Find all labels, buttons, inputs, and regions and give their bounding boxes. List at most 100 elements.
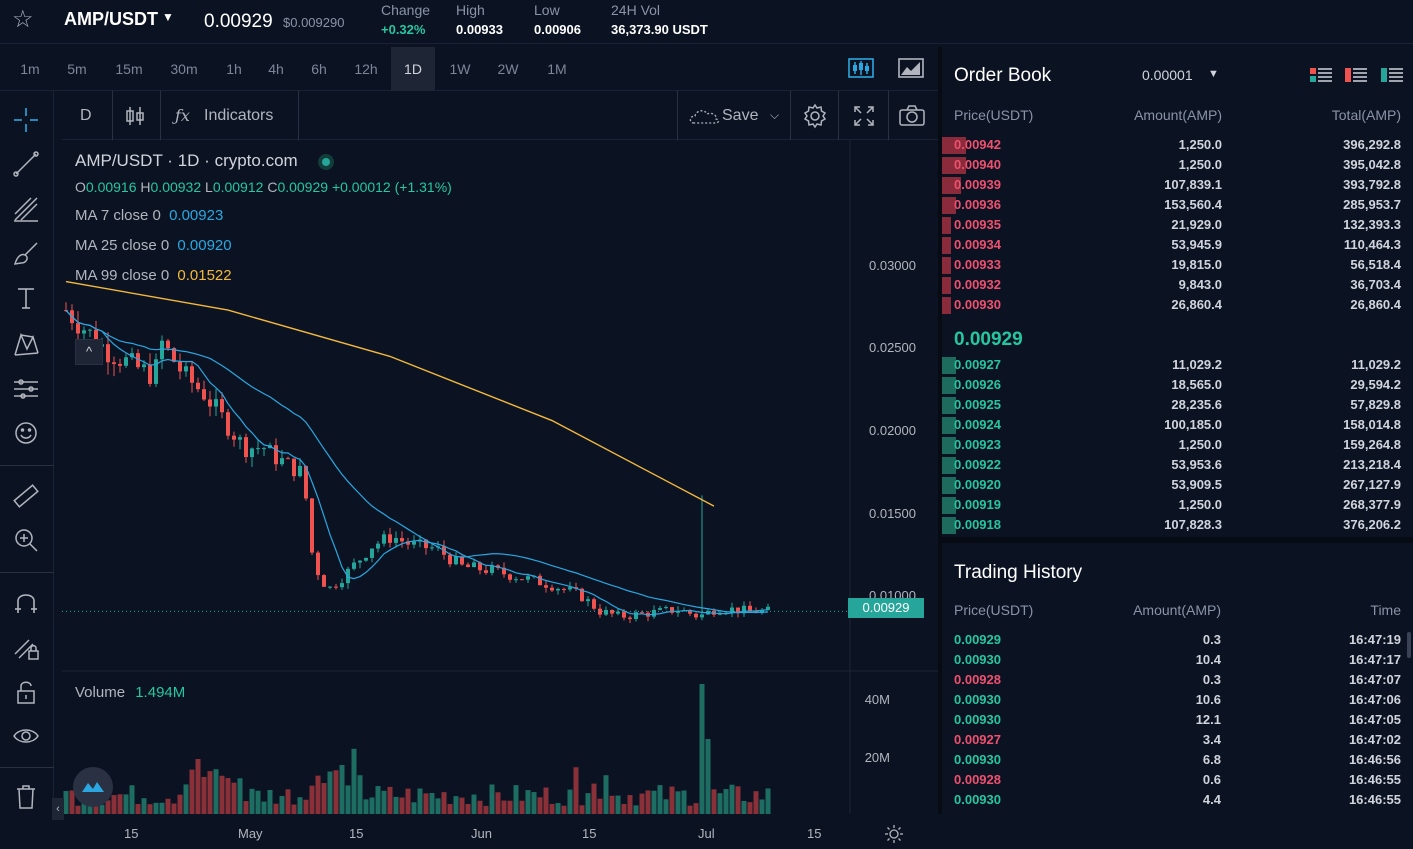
ruler-icon[interactable] <box>11 481 41 511</box>
bid-row[interactable]: 0.00923 1,250.0 159,264.8 <box>942 435 1413 455</box>
favorite-star-icon[interactable]: ☆ <box>12 6 34 33</box>
fullscreen-icon[interactable] <box>852 91 876 140</box>
fib-tool-icon[interactable] <box>11 194 41 224</box>
save-button[interactable]: Save <box>722 107 759 124</box>
chevron-down-icon[interactable]: ▼ <box>1208 68 1219 80</box>
volume-legend[interactable]: Volume 1.494M <box>75 684 185 701</box>
interval-1w[interactable]: 1W <box>449 61 471 77</box>
pattern-tool-icon[interactable] <box>11 329 41 359</box>
ask-row[interactable]: 0.00935 21,929.0 132,393.3 <box>942 215 1413 235</box>
ask-row[interactable]: 0.00940 1,250.0 395,042.8 <box>942 155 1413 175</box>
depth-bar <box>942 277 951 294</box>
ohlc-label: H <box>140 179 151 195</box>
settings-gear-icon[interactable] <box>802 91 828 140</box>
legend-sep: · <box>204 151 210 170</box>
ob-price: 0.00919 <box>954 497 1001 512</box>
candle-body <box>340 583 344 588</box>
axis-settings-icon[interactable] <box>884 824 904 844</box>
ma25-legend[interactable]: MA 25 close 0 0.00920 <box>75 237 232 254</box>
brush-icon[interactable] <box>11 239 41 269</box>
volume-bar <box>567 789 573 814</box>
candles-view-icon[interactable] <box>848 57 874 79</box>
interval-1mo[interactable]: 1M <box>547 61 567 77</box>
volume-bar <box>513 785 519 814</box>
candle-body <box>250 448 254 458</box>
volume-bar <box>699 684 705 814</box>
book-asks-icon[interactable] <box>1345 67 1367 83</box>
chevron-down-icon[interactable]: ▼ <box>162 10 174 24</box>
book-both-icon[interactable] <box>1310 67 1332 83</box>
ask-row[interactable]: 0.00933 19,815.0 56,518.4 <box>942 255 1413 275</box>
candle-style-icon[interactable] <box>124 91 146 140</box>
candle-body <box>766 606 770 610</box>
ask-row[interactable]: 0.00934 53,945.9 110,464.3 <box>942 235 1413 255</box>
collapse-legend-button[interactable]: ^ <box>75 339 103 365</box>
volume-bar <box>435 798 441 814</box>
volume-bar <box>465 804 471 814</box>
interval-1d[interactable]: 1D <box>391 47 435 91</box>
interval-15m[interactable]: 15m <box>115 61 143 77</box>
price-chart[interactable]: AMP/USDT · 1D · crypto.com O0.00916 H0.0… <box>52 140 938 843</box>
timeframe-button[interactable]: D <box>80 107 92 124</box>
ask-row[interactable]: 0.00939 107,839.1 393,792.8 <box>942 175 1413 195</box>
book-bids-icon[interactable] <box>1381 67 1403 83</box>
camera-icon[interactable] <box>898 91 926 140</box>
crosshair-icon[interactable] <box>11 105 41 135</box>
ob-amount: 26,860.4 <box>1171 297 1222 312</box>
lock-drawing-icon[interactable] <box>11 632 41 662</box>
unlock-icon[interactable] <box>11 677 41 707</box>
magnet-icon[interactable] <box>11 587 41 617</box>
interval-1h[interactable]: 1h <box>226 61 242 77</box>
chart-canvas[interactable] <box>62 140 938 814</box>
prediction-tool-icon[interactable] <box>11 374 41 404</box>
bid-row[interactable]: 0.00925 28,235.6 57,829.8 <box>942 395 1413 415</box>
interval-1m[interactable]: 1m <box>20 61 40 77</box>
ask-row[interactable]: 0.00930 26,860.4 26,860.4 <box>942 295 1413 315</box>
ob-amount: 11,029.2 <box>1172 357 1222 372</box>
ask-row[interactable]: 0.00932 9,843.0 36,703.4 <box>942 275 1413 295</box>
bid-row[interactable]: 0.00924 100,185.0 158,014.8 <box>942 415 1413 435</box>
candle-body <box>346 568 350 584</box>
trash-icon[interactable] <box>11 781 41 811</box>
candle-body <box>490 565 494 573</box>
zoom-in-icon[interactable] <box>11 525 41 555</box>
candle-body <box>184 366 188 372</box>
interval-30m[interactable]: 30m <box>170 61 198 77</box>
trend-line-icon[interactable] <box>11 149 41 179</box>
panel-divider <box>942 537 1413 543</box>
bid-row[interactable]: 0.00927 11,029.2 11,029.2 <box>942 355 1413 375</box>
interval-4h[interactable]: 4h <box>268 61 284 77</box>
text-tool-icon[interactable] <box>11 283 41 313</box>
ma7-legend[interactable]: MA 7 close 0 0.00923 <box>75 207 223 224</box>
candle-body <box>568 587 572 590</box>
tick-size-select[interactable]: 0.00001 <box>1142 67 1193 83</box>
ask-row[interactable]: 0.00936 153,560.4 285,953.7 <box>942 195 1413 215</box>
bid-row[interactable]: 0.00918 107,828.3 376,206.2 <box>942 515 1413 535</box>
emoji-icon[interactable] <box>11 418 41 448</box>
bid-row[interactable]: 0.00926 18,565.0 29,594.2 <box>942 375 1413 395</box>
volume-bar <box>249 788 255 814</box>
pair-selector[interactable]: AMP/USDT <box>64 9 158 29</box>
ob-header-price: Price(USDT) <box>954 107 1034 123</box>
cloud-icon[interactable] <box>687 91 721 140</box>
indicators-button[interactable]: Indicators <box>204 107 274 124</box>
bid-row[interactable]: 0.00919 1,250.0 268,377.9 <box>942 495 1413 515</box>
trade-price: 0.00930 <box>954 652 1001 667</box>
depth-view-icon[interactable] <box>898 57 924 79</box>
x-tick-label: 15 <box>349 826 364 841</box>
eye-icon[interactable] <box>11 721 41 751</box>
interval-12h[interactable]: 12h <box>354 61 378 77</box>
interval-6h[interactable]: 6h <box>311 61 327 77</box>
ma99-legend[interactable]: MA 99 close 0 0.01522 <box>75 267 232 284</box>
fx-icon[interactable]: ƒx <box>175 106 190 125</box>
interval-5m[interactable]: 5m <box>67 61 87 77</box>
chevron-down-icon[interactable]: ⌵ <box>770 108 780 122</box>
tradingview-logo-icon[interactable] <box>73 767 113 807</box>
bid-row[interactable]: 0.00920 53,909.5 267,127.9 <box>942 475 1413 495</box>
scroll-left-button[interactable]: ‹ <box>52 798 64 820</box>
interval-2w[interactable]: 2W <box>497 61 519 77</box>
bid-row[interactable]: 0.00922 53,953.6 213,218.4 <box>942 455 1413 475</box>
volume-bar <box>399 797 405 814</box>
ask-row[interactable]: 0.00942 1,250.0 396,292.8 <box>942 135 1413 155</box>
trades-scrollbar[interactable] <box>1407 632 1411 658</box>
